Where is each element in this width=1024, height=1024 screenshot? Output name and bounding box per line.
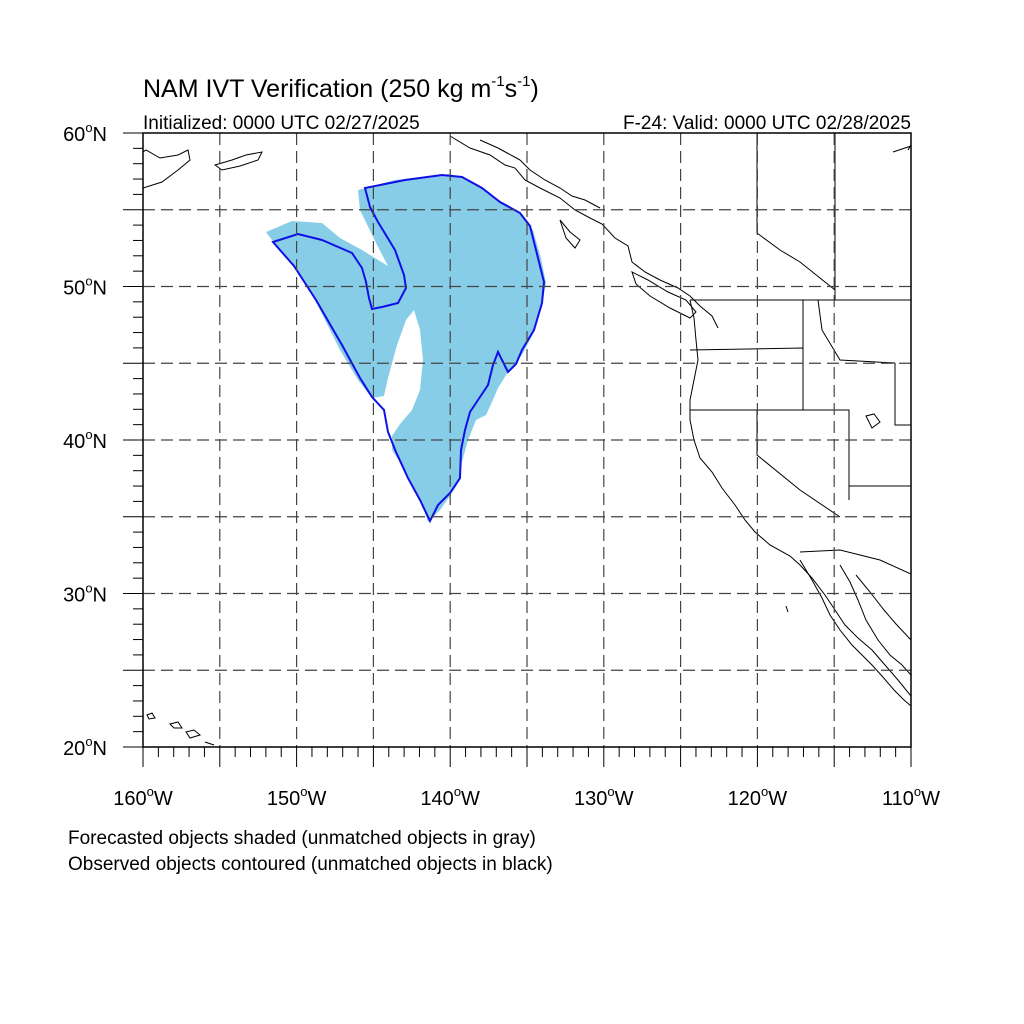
valid-time-label: F-24: Valid: 0000 UTC 02/28/2025: [623, 113, 911, 134]
chart-title: NAM IVT Verification (250 kg m-1s-1): [143, 73, 539, 103]
observed-object-contour: [271, 173, 546, 524]
lat-label: 40oN: [63, 427, 107, 453]
lon-label: 130oW: [574, 784, 634, 810]
lon-label: 140oW: [420, 784, 480, 810]
lat-label: 20oN: [63, 734, 107, 760]
axis-ticks: [123, 132, 912, 767]
legend-observed-note: Observed objects contoured (unmatched ob…: [68, 854, 553, 875]
lon-label: 150oW: [267, 784, 327, 810]
legend-forecast-note: Forecasted objects shaded (unmatched obj…: [68, 828, 536, 849]
lon-label: 110oW: [882, 784, 940, 810]
axis-labels: 160oW 150oW 140oW 130oW 120oW 110oW 20oN 30oN 40…: [63, 120, 940, 810]
lat-label: 50oN: [63, 274, 107, 300]
lon-label: 160oW: [113, 784, 173, 810]
initialized-label: Initialized: 0000 UTC 02/27/2025: [143, 113, 420, 134]
forecast-object-shading: [266, 174, 546, 522]
map-frame: [142, 132, 912, 748]
lat-lon-grid: [143, 133, 911, 747]
lat-label: 60oN: [63, 120, 107, 146]
lon-label: 120oW: [728, 784, 788, 810]
lat-label: 30oN: [63, 581, 107, 607]
